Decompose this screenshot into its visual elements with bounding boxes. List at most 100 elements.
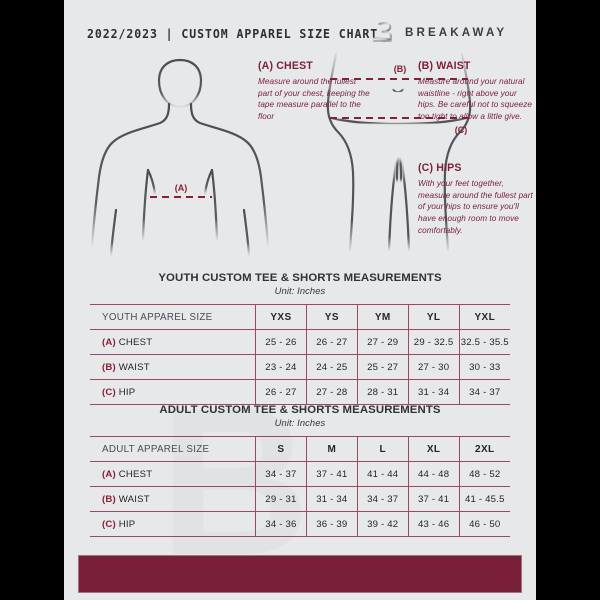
cell-waist-xl: 37 - 41 [407, 486, 460, 512]
row-label-chest: (A) CHEST [90, 461, 256, 487]
youth-table-block: YOUTH CUSTOM TEE & SHORTS MEASUREMENTS U… [64, 272, 536, 405]
column-header-yxl: YXL [458, 304, 510, 330]
row-label-waist: (B) WAIST [90, 354, 256, 380]
adult-table-unit: Unit: Inches [274, 417, 326, 428]
table-row: (C) HIP 34 - 36 36 - 39 39 - 42 43 - 46 46 - … [90, 511, 510, 537]
cell-hip-ym: 28 - 31 [356, 379, 409, 405]
page-header: 2022/2023 | CUSTOM APPAREL SIZE CHART [64, 18, 536, 48]
row-label-hip: (C) HIP [90, 379, 256, 405]
svg-text:(C): (C) [455, 125, 468, 135]
cell-waist-l: 34 - 37 [356, 486, 409, 512]
cell-chest-ys: 26 - 27 [305, 329, 358, 355]
cell-chest-l: 41 - 44 [356, 461, 409, 487]
table-header-row: YOUTH APPAREL SIZE YXS YS YM YL YXL [90, 304, 510, 330]
page-title: 2022/2023 | CUSTOM APPAREL SIZE CHART [87, 25, 379, 41]
table-row: (A) CHEST 25 - 26 26 - 27 27 - 29 29 - 32.5 3… [90, 329, 510, 355]
cell-waist-ym: 25 - 27 [356, 354, 409, 380]
column-header-s: S [255, 436, 307, 462]
measurement-illustration: (A) (B) [64, 50, 536, 268]
column-header-size-label: YOUTH APPAREL SIZE [90, 304, 256, 330]
cell-waist-s: 29 - 31 [255, 486, 307, 512]
svg-text:(B): (B) [394, 64, 407, 74]
row-label-text: CHEST [115, 336, 153, 348]
row-label-waist: (B) WAIST [90, 486, 256, 512]
row-label-text: WAIST [115, 361, 150, 373]
cell-waist-ys: 24 - 25 [305, 354, 358, 380]
cell-waist-m: 31 - 34 [305, 486, 358, 512]
callout-hips-body: With your feet together, measure around … [418, 179, 533, 235]
row-tag: (C) [102, 386, 116, 398]
table-header-row: ADULT APPAREL SIZE S M L XL 2XL [90, 436, 510, 462]
cell-hip-ys: 27 - 28 [305, 379, 358, 405]
cell-chest-2xl: 48 - 52 [458, 461, 510, 487]
cell-waist-yxl: 30 - 33 [458, 354, 510, 380]
column-header-m: M [305, 436, 358, 462]
callout-chest-body: Measure around the fullest part of your … [258, 77, 370, 121]
cell-chest-yl: 29 - 32.5 [407, 329, 460, 355]
torso-front-diagram [90, 58, 270, 257]
callout-waist-body: Measure around your natural waistline - … [418, 77, 532, 121]
cell-waist-yl: 27 - 30 [407, 354, 460, 380]
callout-chest: (A) CHEST Measure around the fullest par… [258, 60, 370, 123]
row-tag: (B) [102, 493, 116, 505]
table-row: (C) HIP 26 - 27 27 - 28 28 - 31 31 - 34 34 - … [90, 379, 510, 405]
cell-hip-l: 39 - 42 [356, 511, 409, 537]
row-label-text: WAIST [115, 493, 150, 505]
column-header-ym: YM [356, 304, 409, 330]
callout-hips: (C) HIPS With your feet together, measur… [418, 162, 536, 236]
column-header-xl: XL [407, 436, 460, 462]
waist-marker: (B) [330, 64, 468, 80]
brand-lockup: BREAKAWAY [370, 17, 507, 47]
cell-hip-yl: 31 - 34 [407, 379, 460, 405]
cell-chest-m: 37 - 41 [305, 461, 358, 487]
adult-table-title: ADULT CUSTOM TEE & SHORTS MEASUREMENTS [159, 404, 441, 416]
column-header-yl: YL [407, 304, 460, 330]
cell-hip-xl: 43 - 46 [407, 511, 460, 537]
youth-table-title: YOUTH CUSTOM TEE & SHORTS MEASUREMENTS [158, 272, 442, 284]
cell-waist-yxs: 23 - 24 [255, 354, 307, 380]
cell-hip-m: 36 - 39 [305, 511, 358, 537]
cell-chest-ym: 27 - 29 [356, 329, 409, 355]
column-header-2xl: 2XL [458, 436, 510, 462]
row-tag: (C) [102, 518, 116, 530]
table-row: (B) WAIST 23 - 24 24 - 25 25 - 27 27 - 30 30 … [90, 354, 510, 380]
callout-waist-title: (B) WAIST [418, 60, 471, 72]
column-header-ys: YS [305, 304, 358, 330]
size-chart-page: B 2022/2023 | CUSTOM APPAREL SIZE CHART [64, 0, 536, 600]
column-header-l: L [356, 436, 409, 462]
adult-size-table: ADULT APPAREL SIZE S M L XL 2XL (A) CHEST 34 - … [90, 436, 510, 537]
youth-size-table: YOUTH APPAREL SIZE YXS YS YM YL YXL (A) CHEST 2… [90, 304, 510, 405]
cell-hip-yxs: 26 - 27 [255, 379, 307, 405]
column-header-yxs: YXS [255, 304, 307, 330]
row-tag: (A) [102, 336, 116, 348]
footer-bar [78, 555, 522, 593]
column-header-size-label: ADULT APPAREL SIZE [90, 436, 256, 462]
table-row: (B) WAIST 29 - 31 31 - 34 34 - 37 37 - 41 41 … [90, 486, 510, 512]
row-label-chest: (A) CHEST [90, 329, 256, 355]
body-diagrams-svg: (A) (B) [90, 52, 472, 257]
hips-waist-diagram [326, 52, 472, 252]
row-tag: (B) [102, 361, 116, 373]
cell-hip-2xl: 46 - 50 [458, 511, 510, 537]
cell-hip-s: 34 - 36 [255, 511, 307, 537]
brand-name: BREAKAWAY [405, 25, 508, 39]
cell-chest-xl: 44 - 48 [407, 461, 460, 487]
row-label-text: HIP [115, 518, 136, 530]
callout-hips-title: (C) HIPS [418, 162, 462, 174]
callout-chest-title: (A) CHEST [258, 60, 313, 72]
svg-text:(A): (A) [175, 183, 188, 193]
row-label-text: CHEST [115, 468, 153, 480]
row-tag: (A) [102, 468, 116, 480]
table-row: (A) CHEST 34 - 37 37 - 41 41 - 44 44 - 48 48 … [90, 461, 510, 487]
cell-waist-2xl: 41 - 45.5 [458, 486, 510, 512]
breakaway-b-logo-icon [370, 17, 396, 47]
callout-waist: (B) WAIST Measure around your natural wa… [418, 60, 536, 123]
cell-hip-yxl: 34 - 37 [458, 379, 510, 405]
hips-marker: (C) [330, 117, 470, 135]
cell-chest-yxs: 25 - 26 [255, 329, 307, 355]
youth-table-unit: Unit: Inches [274, 285, 326, 296]
cell-chest-yxl: 32.5 - 35.5 [458, 329, 510, 355]
chest-marker: (A) [150, 183, 212, 198]
row-label-hip: (C) HIP [90, 511, 256, 537]
adult-table-block: ADULT CUSTOM TEE & SHORTS MEASUREMENTS U… [64, 404, 536, 537]
